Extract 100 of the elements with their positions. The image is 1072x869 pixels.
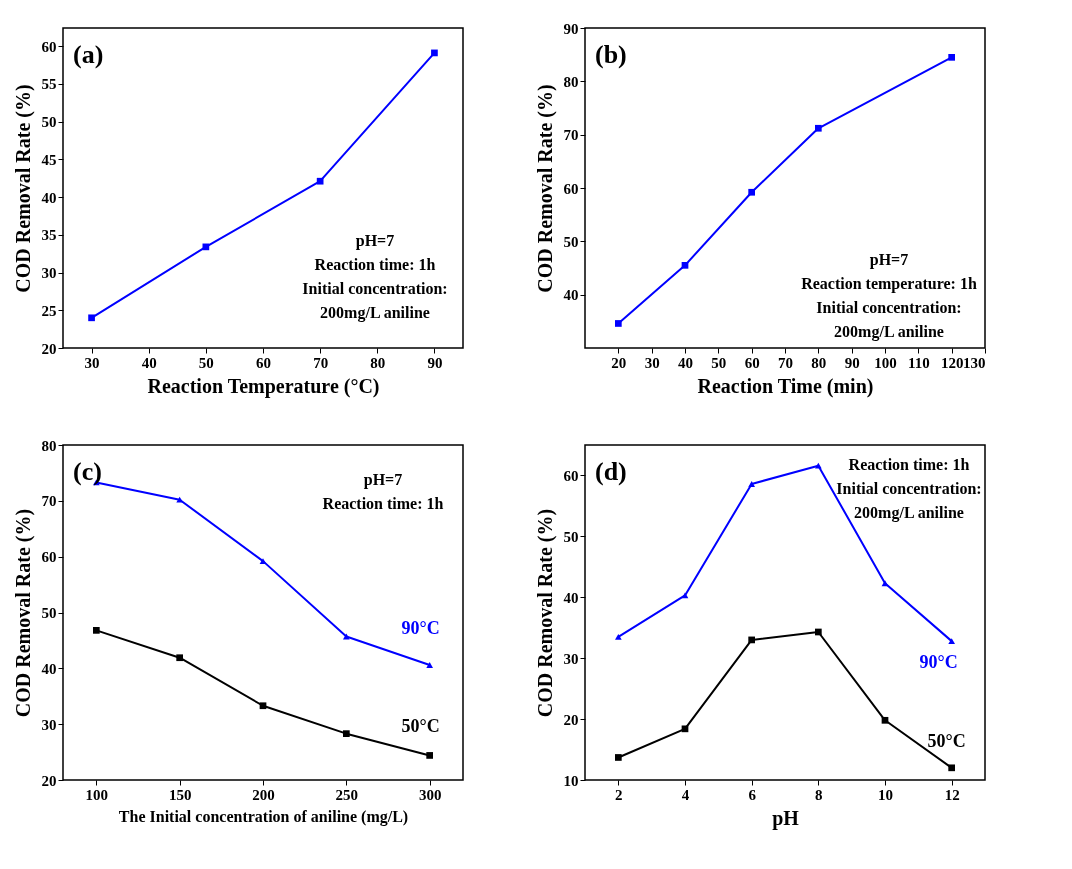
y-tick-label: 80 [41,437,57,454]
series-label: 50°C [401,716,440,737]
point [814,462,822,469]
annotation: Reaction time: 1h [322,494,444,512]
x-tick-label: 40 [141,354,157,371]
x-tick-label: 50 [198,354,214,371]
point [814,628,822,636]
y-tick-label: 60 [41,549,57,566]
y-tick-label: 55 [41,76,57,93]
annotation: 200mg/L aniline [320,303,430,322]
point [681,261,689,269]
annotation: (d) [595,457,627,486]
point [176,496,184,503]
point [431,49,438,57]
y-tick-label: 80 [563,73,579,90]
point [881,580,889,587]
x-tick-label: 200 [252,786,275,803]
y-tick-label: 20 [41,340,57,357]
point [748,636,756,644]
point [426,662,434,668]
x-tick-label: 10 [878,786,893,803]
annotation: pH=7 [355,231,395,250]
x-tick-label: 130 [963,354,986,371]
annotation: Reaction time: 1h [314,255,436,273]
y-axis-title: COD Removal Rate (%) [11,508,35,718]
annotation: pH=7 [363,470,403,489]
point [92,627,100,634]
x-tick-label: 70 [778,354,793,371]
x-tick-label: 60 [256,354,271,371]
x-tick-label: 40 [678,354,693,371]
x-axis-title: pH [772,806,800,830]
x-axis-title: The Initial concentration of aniline (mg/L) [118,807,409,826]
y-tick-label: 40 [563,287,579,304]
series-label: 90°C [401,617,440,638]
point [614,320,622,327]
y-tick-label: 60 [563,467,579,484]
x-axis-title: Reaction Temperature (°C) [147,374,380,398]
y-tick-label: 35 [41,227,57,244]
point [748,481,756,487]
y-tick-label: 20 [41,772,57,789]
x-tick-label: 80 [811,354,827,371]
series-label: 90°C [919,652,958,673]
point [614,754,622,761]
y-tick-label: 30 [41,716,57,733]
x-tick-label: 250 [335,786,359,803]
point [681,725,689,733]
point [259,702,267,710]
annotation: Initial concentration: [816,299,962,316]
point [259,558,267,565]
x-tick-label: 12 [944,786,960,803]
y-tick-label: 60 [41,38,57,55]
annotation: 200mg/L aniline [854,503,964,522]
annotation: 200mg/L aniline [834,323,944,341]
y-tick-label: 90 [563,20,579,37]
point [948,638,956,645]
annotation: (b) [595,40,627,69]
annotation: pH=7 [869,251,909,269]
point [948,764,956,772]
x-tick-label: 120 [940,354,964,371]
x-tick-label: 110 [907,354,930,371]
y-tick-label: 30 [563,650,579,667]
y-tick-label: 25 [41,302,57,319]
y-tick-label: 40 [41,189,57,206]
point [316,177,324,185]
point [681,592,689,599]
point [342,730,350,738]
point [88,314,95,322]
x-tick-label: 4 [681,786,690,803]
y-tick-label: 20 [563,711,579,728]
annotation: (a) [73,40,104,69]
y-axis-title: COD Removal Rate (%) [533,84,557,293]
x-tick-label: 30 [84,354,100,371]
x-axis-title: Reaction Time (min) [697,374,874,398]
y-tick-label: 40 [563,589,579,606]
x-tick-label: 80 [370,354,386,371]
y-axis-title: COD Removal Rate (%) [11,84,35,293]
annotation: (c) [73,457,102,486]
annotation: Initial concentration: [302,279,448,297]
point [948,53,956,61]
point [814,124,822,132]
y-tick-label: 45 [41,151,57,168]
x-tick-label: 30 [644,354,660,371]
y-tick-label: 60 [563,180,579,197]
x-tick-label: 2 [615,786,623,803]
point [176,654,184,662]
x-tick-label: 90 [844,354,860,371]
x-tick-label: 70 [313,354,329,371]
y-axis-title: COD Removal Rate (%) [533,508,557,718]
point [748,188,756,196]
x-tick-label: 150 [168,786,192,803]
point [881,716,889,724]
x-tick-label: 8 [815,786,823,803]
series-label: 50°C [927,730,966,751]
y-tick-label: 70 [563,127,579,144]
annotation: Reaction temperature: 1h [801,275,977,293]
y-tick-label: 50 [41,114,57,131]
x-tick-label: 20 [611,354,627,371]
y-tick-label: 50 [563,233,579,250]
y-tick-label: 30 [41,265,57,282]
x-tick-label: 300 [418,786,442,803]
